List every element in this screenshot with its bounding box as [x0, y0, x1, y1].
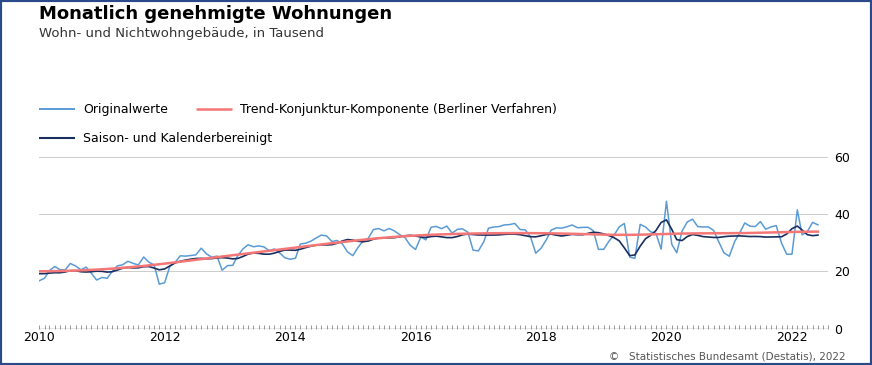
Text: Wohn- und Nichtwohngebäude, in Tausend: Wohn- und Nichtwohngebäude, in Tausend	[39, 27, 324, 41]
Text: Trend-Konjunktur-Komponente (Berliner Verfahren): Trend-Konjunktur-Komponente (Berliner Ve…	[240, 103, 556, 116]
Text: Saison- und Kalenderbereinigt: Saison- und Kalenderbereinigt	[84, 132, 272, 145]
Text: ©   Statistisches Bundesamt (Destatis), 2022: © Statistisches Bundesamt (Destatis), 20…	[610, 351, 846, 361]
Text: Monatlich genehmigte Wohnungen: Monatlich genehmigte Wohnungen	[39, 5, 392, 23]
Text: Originalwerte: Originalwerte	[84, 103, 168, 116]
